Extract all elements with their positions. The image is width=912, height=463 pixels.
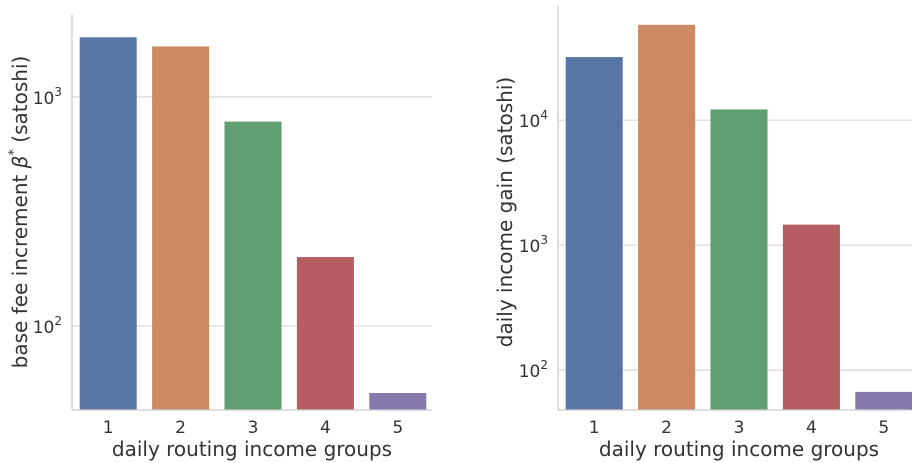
right-panel-xtick-label: 4 (806, 418, 817, 438)
ytick-base: 10 (519, 362, 541, 382)
ytick-base: 10 (519, 237, 541, 257)
left-panel-bar-4 (296, 257, 354, 410)
left-panel-ylabel-unit: (satoshi) (8, 56, 32, 149)
ytick-base: 10 (33, 89, 55, 109)
ytick-exponent: 2 (54, 314, 62, 328)
left-panel-ylabel-main: base fee increment (8, 168, 32, 368)
right-panel-ytick-label: 103 (519, 233, 548, 257)
left-panel-xtick-label: 3 (248, 418, 259, 438)
right-panel-bar-3 (710, 109, 768, 411)
right-panel-ytick-label: 104 (519, 108, 548, 132)
right-panel-xtick-label: 1 (589, 418, 600, 438)
right-panel-xlabel: daily routing income groups (599, 437, 879, 461)
left-panel-xtick-label: 5 (392, 418, 403, 438)
right-panel-ytick-label: 102 (519, 358, 548, 382)
left-panel-ylabel: base fee increment β* (satoshi) (7, 56, 32, 369)
right-panel-bar-4 (782, 224, 840, 410)
left-panel-ylabel-symbol: β (8, 155, 32, 169)
left-panel-xlabel: daily routing income groups (112, 437, 392, 461)
left-panel-xtick-label: 4 (320, 418, 331, 438)
ytick-exponent: 3 (54, 85, 62, 99)
ytick-exponent: 4 (540, 108, 548, 122)
ytick-exponent: 3 (540, 233, 548, 247)
right-panel-xtick-label: 5 (878, 418, 889, 438)
right-panel-ylabel: daily income gain (satoshi) (493, 77, 517, 347)
left-panel-bar-5 (369, 393, 427, 410)
right-panel-xtick-label: 2 (661, 418, 672, 438)
left-panel-xtick-label: 2 (175, 418, 186, 438)
left-panel-bar-3 (224, 121, 282, 411)
right-panel-xtick-label: 3 (734, 418, 745, 438)
left-panel-bar-2 (152, 46, 210, 411)
left-panel-xtick-label: 1 (103, 418, 114, 438)
ytick-exponent: 2 (540, 358, 548, 372)
ytick-base: 10 (519, 112, 541, 132)
right-panel-bar-2 (638, 24, 696, 411)
ytick-base: 10 (33, 318, 55, 338)
left-panel-bar-1 (79, 37, 137, 410)
right-panel-bar-5 (855, 391, 912, 410)
right-panel-bar-1 (565, 57, 623, 410)
left-panel-ytick-label: 103 (33, 85, 62, 109)
left-panel-ytick-label: 102 (33, 314, 62, 338)
left-panel-ylabel-sup: * (7, 149, 22, 156)
